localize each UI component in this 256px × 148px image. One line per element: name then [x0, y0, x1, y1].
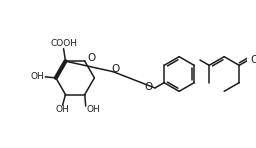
- Text: COOH: COOH: [50, 39, 77, 48]
- Text: OH: OH: [31, 72, 45, 81]
- Text: O: O: [111, 64, 119, 74]
- Text: OH: OH: [87, 105, 100, 114]
- Text: OH: OH: [56, 105, 69, 114]
- Text: O: O: [88, 53, 96, 63]
- Text: O: O: [250, 55, 256, 65]
- Text: O: O: [145, 82, 153, 91]
